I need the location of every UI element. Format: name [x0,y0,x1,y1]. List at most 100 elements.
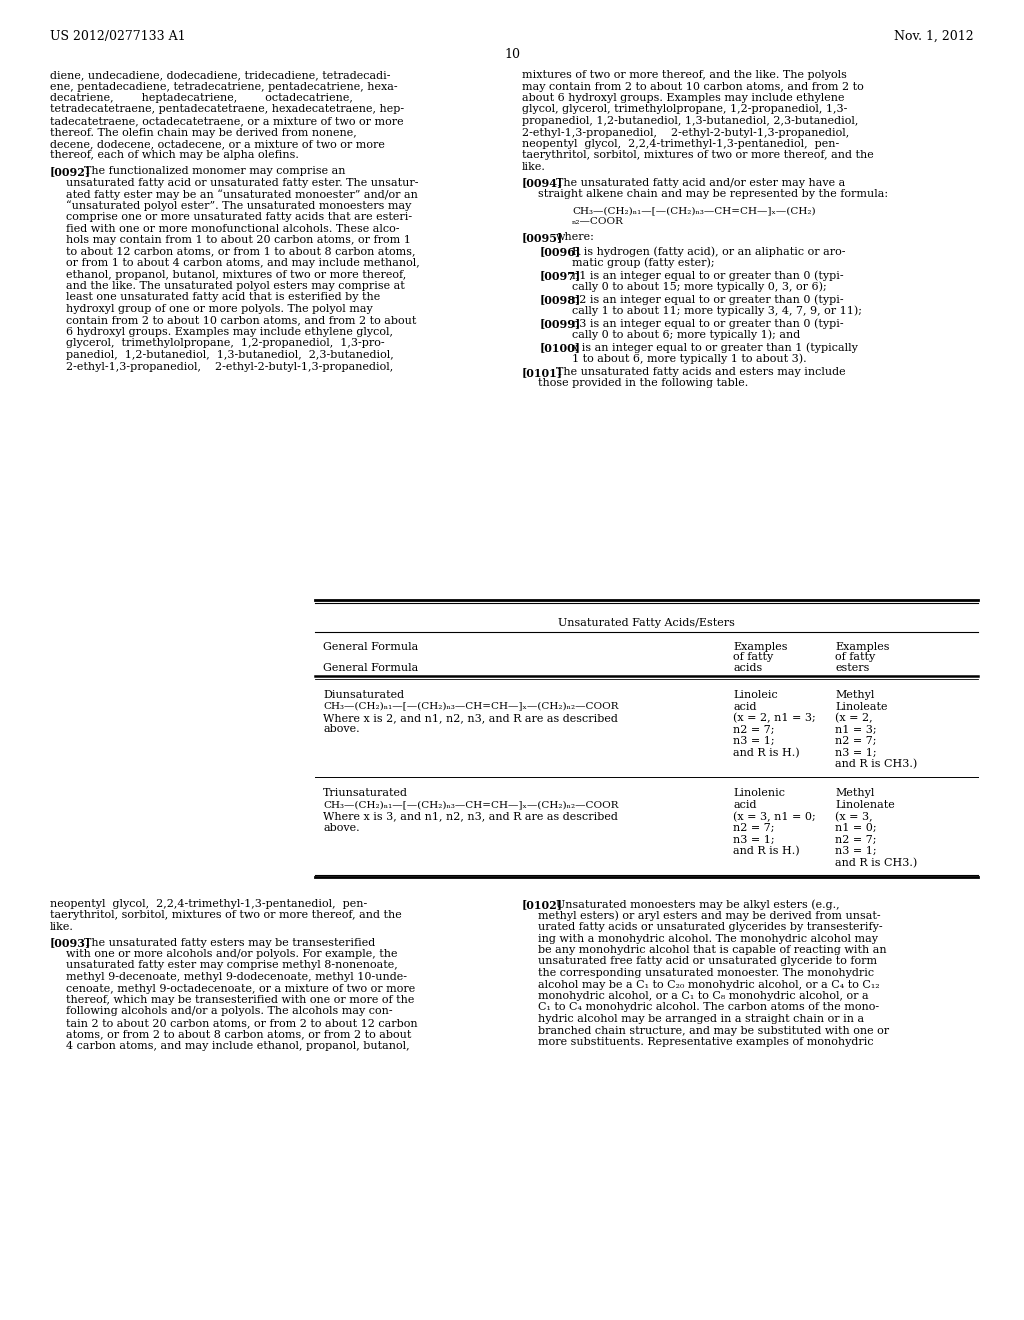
Text: Linolenate: Linolenate [835,800,895,810]
Text: Unsaturated monoesters may be alkyl esters (e.g.,: Unsaturated monoesters may be alkyl este… [556,899,840,909]
Text: and the like. The unsaturated polyol esters may comprise at: and the like. The unsaturated polyol est… [66,281,404,290]
Text: n3 is an integer equal to or greater than 0 (typi-: n3 is an integer equal to or greater tha… [572,318,844,329]
Text: [0101]: [0101] [522,367,563,378]
Text: atoms, or from 2 to about 8 carbon atoms, or from 2 to about: atoms, or from 2 to about 8 carbon atoms… [66,1030,412,1040]
Text: fied with one or more monofunctional alcohols. These alco-: fied with one or more monofunctional alc… [66,223,399,234]
Text: the corresponding unsaturated monoester. The monohydric: the corresponding unsaturated monoester.… [538,968,874,978]
Text: acid: acid [733,800,757,810]
Text: n1 = 0;: n1 = 0; [835,822,877,833]
Text: General Formula: General Formula [323,642,418,652]
Text: panediol,  1,2-butanediol,  1,3-butanediol,  2,3-butanediol,: panediol, 1,2-butanediol, 1,3-butanediol… [66,350,394,360]
Text: and R is CH3.): and R is CH3.) [835,759,918,770]
Text: may contain from 2 to about 10 carbon atoms, and from 2 to: may contain from 2 to about 10 carbon at… [522,82,864,91]
Text: urated fatty acids or unsaturated glycerides by transesterify-: urated fatty acids or unsaturated glycer… [538,921,883,932]
Text: [0096]: [0096] [540,246,582,257]
Text: Diunsaturated: Diunsaturated [323,690,404,700]
Text: and R is CH3.): and R is CH3.) [835,858,918,867]
Text: those provided in the following table.: those provided in the following table. [538,379,749,388]
Text: n3 = 1;: n3 = 1; [835,846,877,855]
Text: and R is H.): and R is H.) [733,747,800,758]
Text: neopentyl  glycol,  2,2,4-trimethyl-1,3-pentanediol,  pen-: neopentyl glycol, 2,2,4-trimethyl-1,3-pe… [522,139,840,149]
Text: 1 to about 6, more typically 1 to about 3).: 1 to about 6, more typically 1 to about … [572,354,807,364]
Text: be any monohydric alcohol that is capable of reacting with an: be any monohydric alcohol that is capabl… [538,945,887,954]
Text: n2 = 7;: n2 = 7; [835,737,877,746]
Text: where:: where: [556,232,595,243]
Text: Methyl: Methyl [835,690,874,700]
Text: or from 1 to about 4 carbon atoms, and may include methanol,: or from 1 to about 4 carbon atoms, and m… [66,257,420,268]
Text: Linoleic: Linoleic [733,690,778,700]
Text: to about 12 carbon atoms, or from 1 to about 8 carbon atoms,: to about 12 carbon atoms, or from 1 to a… [66,247,416,256]
Text: Examples: Examples [733,642,787,652]
Text: (x = 2,: (x = 2, [835,713,872,723]
Text: Nov. 1, 2012: Nov. 1, 2012 [894,30,974,44]
Text: General Formula: General Formula [323,663,418,673]
Text: C₁ to C₄ monohydric alcohol. The carbon atoms of the mono-: C₁ to C₄ monohydric alcohol. The carbon … [538,1002,880,1012]
Text: like.: like. [522,162,546,172]
Text: [0093]: [0093] [50,937,91,949]
Text: decene, dodecene, octadecene, or a mixture of two or more: decene, dodecene, octadecene, or a mixtu… [50,139,385,149]
Text: n2 = 7;: n2 = 7; [733,725,774,734]
Text: “unsaturated polyol ester”. The unsaturated monoesters may: “unsaturated polyol ester”. The unsatura… [66,201,412,211]
Text: diene, undecadiene, dodecadiene, tridecadiene, tetradecadi-: diene, undecadiene, dodecadiene, trideca… [50,70,390,81]
Text: ated fatty ester may be an “unsaturated monoester” and/or an: ated fatty ester may be an “unsaturated … [66,189,418,199]
Text: [0099]: [0099] [540,318,582,329]
Text: decatriene,        heptadecatriene,        octadecatriene,: decatriene, heptadecatriene, octadecatri… [50,92,353,103]
Text: CH₃—(CH₂)ₙ₁—[—(CH₂)ₙ₃—CH=CH—]ₓ—(CH₂)ₙ₂—COOR: CH₃—(CH₂)ₙ₁—[—(CH₂)ₙ₃—CH=CH—]ₓ—(CH₂)ₙ₂—C… [323,701,618,710]
Text: Methyl: Methyl [835,788,874,799]
Text: Where x is 2, and n1, n2, n3, and R are as described: Where x is 2, and n1, n2, n3, and R are … [323,713,617,723]
Text: more substituents. Representative examples of monohydric: more substituents. Representative exampl… [538,1038,873,1047]
Text: propanediol, 1,2-butanediol, 1,3-butanediol, 2,3-butanediol,: propanediol, 1,2-butanediol, 1,3-butaned… [522,116,858,125]
Text: like.: like. [50,921,74,932]
Text: 10: 10 [504,48,520,61]
Text: hydroxyl group of one or more polyols. The polyol may: hydroxyl group of one or more polyols. T… [66,304,373,314]
Text: tain 2 to about 20 carbon atoms, or from 2 to about 12 carbon: tain 2 to about 20 carbon atoms, or from… [66,1018,418,1028]
Text: methyl 9-decenoate, methyl 9-dodecenoate, methyl 10-unde-: methyl 9-decenoate, methyl 9-dodecenoate… [66,972,407,982]
Text: [0102]: [0102] [522,899,563,909]
Text: n3 = 1;: n3 = 1; [733,834,774,845]
Text: ing with a monohydric alcohol. The monohydric alcohol may: ing with a monohydric alcohol. The monoh… [538,933,878,944]
Text: methyl esters) or aryl esters and may be derived from unsat-: methyl esters) or aryl esters and may be… [538,911,881,921]
Text: (x = 3, n1 = 0;: (x = 3, n1 = 0; [733,812,816,822]
Text: [0092]: [0092] [50,166,91,177]
Text: The unsaturated fatty acids and esters may include: The unsaturated fatty acids and esters m… [556,367,846,378]
Text: [0094]: [0094] [522,177,563,189]
Text: unsaturated free fatty acid or unsaturated glyceride to form: unsaturated free fatty acid or unsaturat… [538,957,878,966]
Text: unsaturated fatty ester may comprise methyl 8-nonenoate,: unsaturated fatty ester may comprise met… [66,961,397,970]
Text: (x = 3,: (x = 3, [835,812,872,822]
Text: The unsaturated fatty acid and/or ester may have a: The unsaturated fatty acid and/or ester … [556,177,846,187]
Text: monohydric alcohol, or a C₁ to C₈ monohydric alcohol, or a: monohydric alcohol, or a C₁ to C₈ monohy… [538,991,868,1001]
Text: [0097]: [0097] [540,271,582,281]
Text: R is hydrogen (fatty acid), or an aliphatic or aro-: R is hydrogen (fatty acid), or an alipha… [572,246,846,256]
Text: n2 = 7;: n2 = 7; [835,834,877,845]
Text: thereof, each of which may be alpha olefins.: thereof, each of which may be alpha olef… [50,150,299,161]
Text: US 2012/0277133 A1: US 2012/0277133 A1 [50,30,185,44]
Text: thereof, which may be transesterified with one or more of the: thereof, which may be transesterified wi… [66,995,415,1005]
Text: x is an integer equal to or greater than 1 (typically: x is an integer equal to or greater than… [572,342,858,352]
Text: The unsaturated fatty esters may be transesterified: The unsaturated fatty esters may be tran… [84,937,376,948]
Text: esters: esters [835,663,869,673]
Text: Linolenic: Linolenic [733,788,785,799]
Text: Where x is 3, and n1, n2, n3, and R are as described: Where x is 3, and n1, n2, n3, and R are … [323,812,617,821]
Text: comprise one or more unsaturated fatty acids that are esteri-: comprise one or more unsaturated fatty a… [66,213,412,222]
Text: taerythritol, sorbitol, mixtures of two or more thereof, and the: taerythritol, sorbitol, mixtures of two … [50,911,401,920]
Text: neopentyl  glycol,  2,2,4-trimethyl-1,3-pentanediol,  pen-: neopentyl glycol, 2,2,4-trimethyl-1,3-pe… [50,899,368,909]
Text: above.: above. [323,822,359,833]
Text: about 6 hydroxyl groups. Examples may include ethylene: about 6 hydroxyl groups. Examples may in… [522,92,845,103]
Text: 2-ethyl-1,3-propanediol,    2-ethyl-2-butyl-1,3-propanediol,: 2-ethyl-1,3-propanediol, 2-ethyl-2-butyl… [66,362,393,371]
Text: acids: acids [733,663,762,673]
Text: tadecatetraene, octadecatetraene, or a mixture of two or more: tadecatetraene, octadecatetraene, or a m… [50,116,403,125]
Text: contain from 2 to about 10 carbon atoms, and from 2 to about: contain from 2 to about 10 carbon atoms,… [66,315,417,326]
Text: mixtures of two or more thereof, and the like. The polyols: mixtures of two or more thereof, and the… [522,70,847,81]
Text: hydric alcohol may be arranged in a straight chain or in a: hydric alcohol may be arranged in a stra… [538,1014,864,1024]
Text: n2 is an integer equal to or greater than 0 (typi-: n2 is an integer equal to or greater tha… [572,294,844,305]
Text: Triunsaturated: Triunsaturated [323,788,408,799]
Text: [0095]: [0095] [522,232,563,243]
Text: with one or more alcohols and/or polyols. For example, the: with one or more alcohols and/or polyols… [66,949,397,960]
Text: Unsaturated Fatty Acids/Esters: Unsaturated Fatty Acids/Esters [558,618,735,628]
Text: [0098]: [0098] [540,294,582,305]
Text: CH₃—(CH₂)ₙ₁—[—(CH₂)ₙ₃—CH=CH—]ₓ—(CH₂)ₙ₂—COOR: CH₃—(CH₂)ₙ₁—[—(CH₂)ₙ₃—CH=CH—]ₓ—(CH₂)ₙ₂—C… [323,800,618,809]
Text: ₙ₂—COOR: ₙ₂—COOR [572,216,624,226]
Text: [0100]: [0100] [540,342,581,352]
Text: 2-ethyl-1,3-propanediol,    2-ethyl-2-butyl-1,3-propanediol,: 2-ethyl-1,3-propanediol, 2-ethyl-2-butyl… [522,128,849,137]
Text: following alcohols and/or a polyols. The alcohols may con-: following alcohols and/or a polyols. The… [66,1006,392,1016]
